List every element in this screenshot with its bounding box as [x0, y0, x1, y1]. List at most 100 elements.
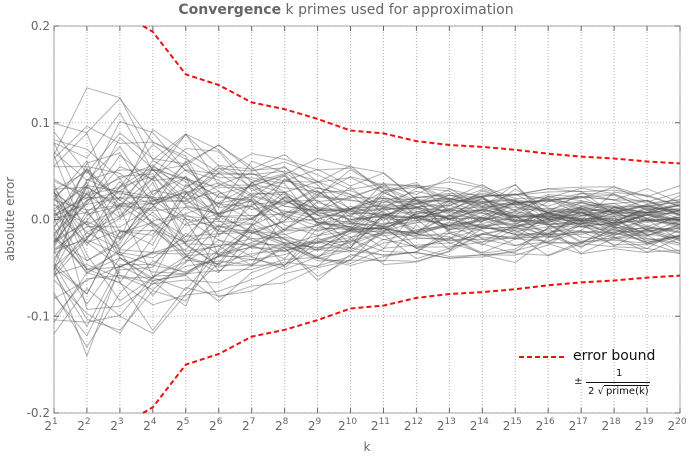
sample-trace — [53, 185, 681, 275]
x-tick-label: 24 — [143, 417, 157, 433]
sample-trace — [53, 186, 681, 270]
y-tick-label: 0.1 — [31, 116, 50, 130]
sample-trace — [53, 178, 681, 251]
sample-trace — [53, 188, 681, 273]
x-tick-label-exponent: 1 — [52, 417, 58, 427]
sample-trace — [53, 195, 681, 323]
error-bound-lower — [142, 274, 681, 414]
sample-trace — [53, 170, 681, 266]
sample-trace — [53, 175, 681, 234]
sample-trace — [53, 133, 681, 236]
x-tick-label-exponent: 2 — [85, 417, 91, 427]
x-tick-label-exponent: 14 — [477, 417, 489, 427]
x-tick-label: 215 — [503, 417, 522, 433]
sample-trace — [53, 197, 681, 275]
sample-trace — [53, 175, 681, 262]
x-tick-label-exponent: 5 — [184, 417, 190, 427]
sample-trace — [53, 157, 681, 274]
chart-title: Convergence k primes used for approximat… — [0, 2, 692, 18]
sample-trace — [53, 201, 681, 328]
sample-trace — [53, 145, 681, 269]
x-tick-label-exponent: 10 — [346, 417, 358, 427]
sample-trace — [53, 131, 681, 254]
sample-trace — [53, 186, 681, 265]
sample-trace — [53, 190, 681, 268]
sample-trace — [53, 180, 681, 337]
sample-trace — [53, 181, 681, 297]
sample-trace — [53, 136, 681, 242]
y-tick-label: -0.2 — [27, 406, 50, 420]
sample-trace — [53, 159, 681, 260]
x-tick-label-exponent: 15 — [510, 417, 521, 427]
x-tick-label: 29 — [308, 417, 322, 433]
sample-trace — [53, 208, 681, 306]
sample-trace — [53, 139, 681, 246]
sample-trace — [53, 120, 681, 230]
sample-trace — [53, 159, 681, 257]
formula-sqrt-sign: √ — [597, 386, 604, 397]
sample-trace — [53, 191, 681, 262]
chart-title-rest: k primes used for approximation — [285, 2, 514, 18]
sample-trace — [53, 201, 681, 302]
x-tick-label-exponent: 16 — [543, 417, 555, 427]
sample-trace — [53, 125, 681, 230]
x-tick-label: 27 — [242, 417, 255, 433]
sample-trace — [53, 183, 681, 257]
x-tick-label-exponent: 18 — [609, 417, 621, 427]
legend-label-error-bound: error bound — [573, 348, 656, 364]
sample-trace — [53, 152, 681, 256]
sample-trace — [53, 227, 681, 331]
sample-trace — [53, 160, 681, 262]
x-tick-label: 217 — [569, 417, 588, 433]
y-tick-label: -0.1 — [27, 309, 50, 323]
sample-trace — [53, 174, 681, 277]
chart-title-bold: Convergence — [178, 2, 282, 18]
formula-numerator: 1 — [616, 368, 623, 379]
sample-trace — [53, 221, 681, 285]
sample-trace — [53, 186, 681, 348]
sample-trace — [53, 185, 681, 332]
sample-trace — [53, 132, 681, 266]
x-tick-label: 214 — [470, 417, 489, 433]
sample-trace — [53, 97, 681, 226]
formula-denominator: 2 √ prime(k) — [588, 385, 649, 397]
sample-trace — [53, 165, 681, 234]
x-tick-label-exponent: 8 — [283, 417, 289, 427]
sample-trace — [53, 172, 681, 251]
x-tick-label: 210 — [338, 417, 357, 433]
x-tick-label: 220 — [667, 417, 686, 433]
sample-trace — [53, 197, 681, 335]
sample-trace — [53, 175, 681, 249]
sample-trace — [53, 147, 681, 246]
sample-trace — [53, 192, 681, 277]
sample-trace — [53, 223, 681, 335]
x-tick-label-exponent: 9 — [316, 417, 322, 427]
x-tick-label-exponent: 7 — [250, 417, 256, 427]
sample-trace — [53, 167, 681, 231]
x-tick-label-exponent: 3 — [118, 417, 124, 427]
sample-trace — [53, 188, 681, 257]
sample-trace — [53, 190, 681, 257]
x-tick-label: 22 — [77, 417, 90, 433]
sample-trace — [53, 177, 681, 318]
sample-trace — [53, 200, 681, 273]
sample-trace — [53, 195, 681, 279]
x-tick-label: 219 — [635, 417, 654, 433]
sample-trace — [53, 214, 681, 295]
sample-trace — [53, 160, 681, 250]
sample-trace — [53, 144, 681, 234]
sample-trace — [53, 111, 681, 234]
formula-denominator-prefix: 2 — [588, 386, 595, 397]
x-tick-label: 211 — [371, 417, 390, 433]
x-tick-label-exponent: 17 — [576, 417, 587, 427]
sample-trace — [53, 192, 681, 260]
x-tick-label: 218 — [602, 417, 621, 433]
x-tick-label: 213 — [437, 417, 456, 433]
sample-trace — [53, 180, 681, 259]
x-tick-label: 25 — [176, 417, 189, 433]
sample-trace — [53, 161, 681, 259]
sample-trace — [53, 87, 681, 227]
sample-trace — [53, 142, 681, 240]
x-tick-label-exponent: 19 — [642, 417, 654, 427]
error-bound-upper — [142, 25, 681, 165]
